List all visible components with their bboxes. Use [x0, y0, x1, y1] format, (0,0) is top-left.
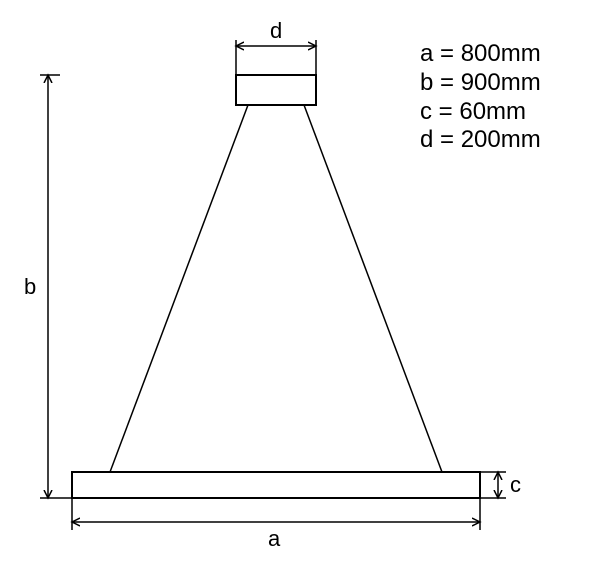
cable-right — [304, 105, 442, 472]
legend-b: b = 900mm — [420, 69, 541, 98]
dim-b-label: b — [24, 274, 36, 300]
dim-a-label: a — [268, 526, 280, 552]
dim-d-label: d — [270, 18, 282, 44]
dim-c-label: c — [510, 472, 521, 498]
legend: a = 800mm b = 900mm c = 60mm d = 200mm — [420, 40, 541, 155]
legend-d: d = 200mm — [420, 126, 541, 155]
top-block — [236, 75, 316, 105]
cable-left — [110, 105, 248, 472]
legend-a: a = 800mm — [420, 40, 541, 69]
legend-c: c = 60mm — [420, 98, 541, 127]
bottom-block — [72, 472, 480, 498]
